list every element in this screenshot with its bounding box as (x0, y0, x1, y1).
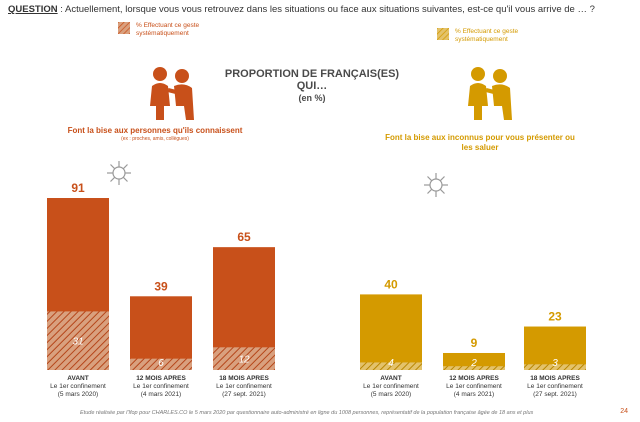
subtitle-left-small: (ex : proches, amis, collègues) (121, 136, 189, 142)
subtitle-left: Font la bise aux personnes qu'ils connai… (30, 126, 280, 142)
systematic-label-left-2: 12 (238, 355, 250, 366)
systematic-label-left-0: 31 (72, 337, 83, 348)
category-label-left-2-2: (27 sept. 2021) (222, 391, 266, 398)
value-label-left-1: 39 (154, 279, 168, 293)
category-label-right-1-2: (4 mars 2021) (454, 391, 494, 398)
virus-icon (107, 161, 131, 185)
category-label-right-2-2: (27 sept. 2021) (533, 391, 577, 398)
bar-left-1 (130, 296, 192, 370)
value-label-right-1: 9 (471, 336, 478, 350)
legend-right-label: % Effectuant ce geste systématiquement (455, 28, 519, 43)
systematic-label-right-0: 4 (388, 358, 394, 369)
category-label-right-1-0: 12 MOIS APRES (449, 375, 499, 382)
center-title-line2: QUI… (296, 80, 328, 92)
kissing-people-icon (468, 67, 512, 120)
bar-systematic-right-1 (443, 366, 505, 370)
legend-left-label: % Effectuant ce geste systématiquement (136, 22, 200, 37)
category-label-right-1-1: Le 1er confinement (446, 383, 502, 390)
category-label-right-0-0: AVANT (380, 375, 401, 382)
page-number: 24 (620, 408, 628, 415)
value-label-left-2: 65 (237, 230, 251, 244)
center-title-line1: PROPORTION DE FRANÇAIS(ES) (224, 68, 400, 80)
category-label-right-0-2: (5 mars 2020) (371, 391, 411, 398)
systematic-label-left-1: 6 (158, 358, 164, 369)
category-label-left-0-0: AVANT (67, 375, 88, 382)
center-title-line3: (en %) (298, 93, 326, 103)
question-prefix: QUESTION (8, 4, 58, 15)
subtitle-left-text: Font la bise aux personnes qu'ils connai… (67, 126, 243, 135)
bar-right-2 (524, 326, 586, 370)
question-body: : Actuellement, lorsque vous vous retrou… (57, 4, 595, 15)
bar-systematic-left-2 (213, 347, 275, 370)
question-text: QUESTION : Actuellement, lorsque vous vo… (8, 4, 633, 15)
category-label-left-1-1: Le 1er confinement (133, 383, 189, 390)
bar-right-1 (443, 352, 505, 370)
category-label-left-1-2: (4 mars 2021) (141, 391, 181, 398)
value-label-left-0: 91 (71, 181, 85, 195)
legend-left: % Effectuant ce geste systématiquement (118, 22, 211, 38)
category-label-left-1-0: 12 MOIS APRES (136, 375, 186, 382)
legend-right: % Effectuant ce geste systématiquement (437, 28, 530, 44)
category-label-right-0-1: Le 1er confinement (363, 383, 419, 390)
value-label-right-2: 23 (548, 310, 562, 324)
category-label-left-0-1: Le 1er confinement (50, 383, 106, 390)
bar-systematic-right-2 (524, 364, 586, 370)
footer-note: Etude réalisée par l'Ifop pour CHARLES.C… (80, 410, 534, 416)
bar-systematic-right-0 (360, 362, 422, 370)
center-title: PROPORTION DE FRANÇAIS(ES) QUI… (en %) (200, 68, 424, 104)
category-label-left-2-1: Le 1er confinement (216, 383, 272, 390)
bar-systematic-left-1 (130, 358, 192, 370)
legend-right-swatch (437, 28, 449, 40)
category-label-left-0-2: (5 mars 2020) (58, 391, 98, 398)
category-label-right-2-1: Le 1er confinement (527, 383, 583, 390)
legend-left-swatch (118, 22, 130, 34)
subtitle-right: Font la bise aux inconnus pour vous prés… (385, 133, 575, 152)
virus-icon (424, 173, 448, 197)
category-label-left-2-0: 18 MOIS APRES (219, 375, 269, 382)
kissing-people-icon (150, 67, 194, 120)
systematic-label-right-1: 2 (470, 358, 477, 369)
systematic-label-right-2: 3 (552, 358, 558, 369)
bar-right-0 (360, 294, 422, 370)
bar-systematic-left-0 (47, 311, 109, 370)
category-label-right-2-0: 18 MOIS APRES (530, 375, 580, 382)
value-label-right-0: 40 (384, 277, 398, 291)
